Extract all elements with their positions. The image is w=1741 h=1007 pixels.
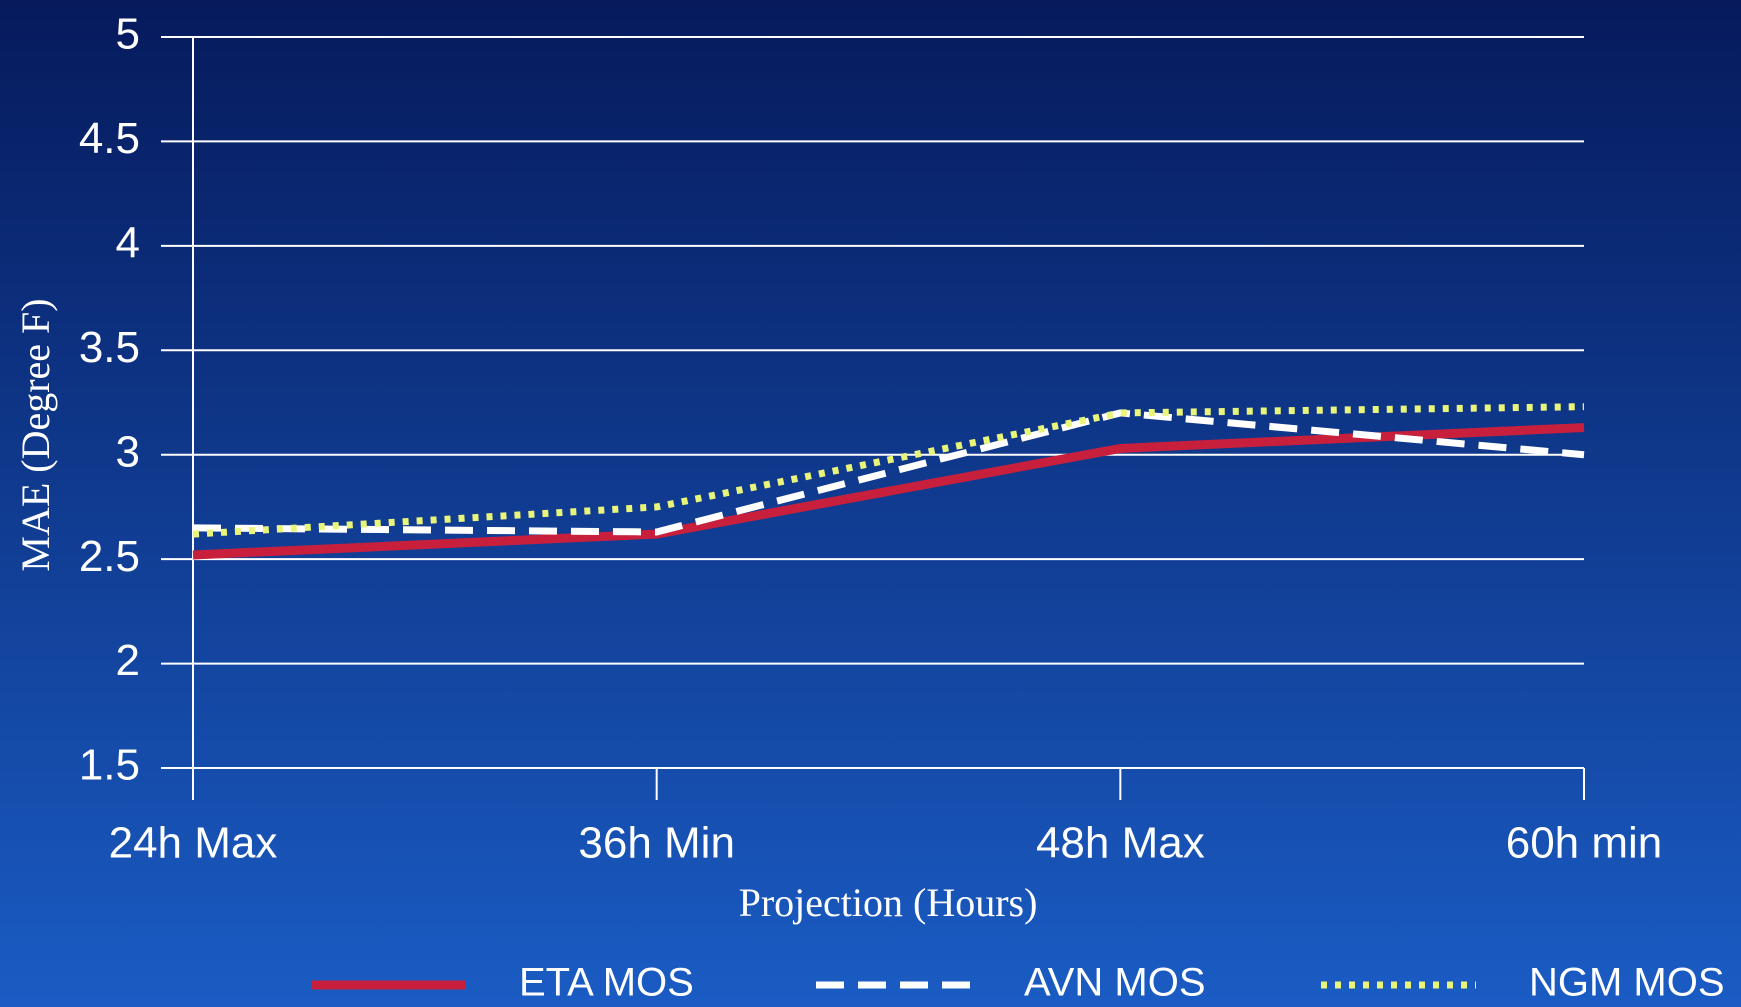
- x-tick-label: 60h min: [1506, 819, 1663, 868]
- x-tick-label: 36h Min: [578, 819, 735, 868]
- y-tick-label: 4.5: [79, 114, 140, 163]
- y-tick-label: 2.5: [79, 532, 140, 581]
- y-tick-label: 2: [116, 636, 140, 685]
- y-tick-label: 3: [116, 427, 140, 476]
- y-tick-label: 3.5: [79, 323, 140, 372]
- series-line: [192, 409, 1585, 536]
- series-line: [192, 423, 1585, 560]
- legend-label: ETA MOS: [519, 961, 694, 1005]
- y-tick-label: 4: [116, 218, 140, 267]
- series-line: [192, 403, 1585, 538]
- legend-label: AVN MOS: [1024, 961, 1206, 1005]
- legend-label: NGM MOS: [1529, 961, 1725, 1005]
- y-tick-label: 1.5: [79, 741, 140, 790]
- y-axis-title: MAE (Degree F): [13, 298, 58, 571]
- x-tick-label: 24h Max: [109, 819, 278, 868]
- x-tick-label: 48h Max: [1036, 819, 1205, 868]
- x-axis-title: Projection (Hours): [739, 880, 1038, 925]
- y-tick-label: 5: [116, 10, 140, 59]
